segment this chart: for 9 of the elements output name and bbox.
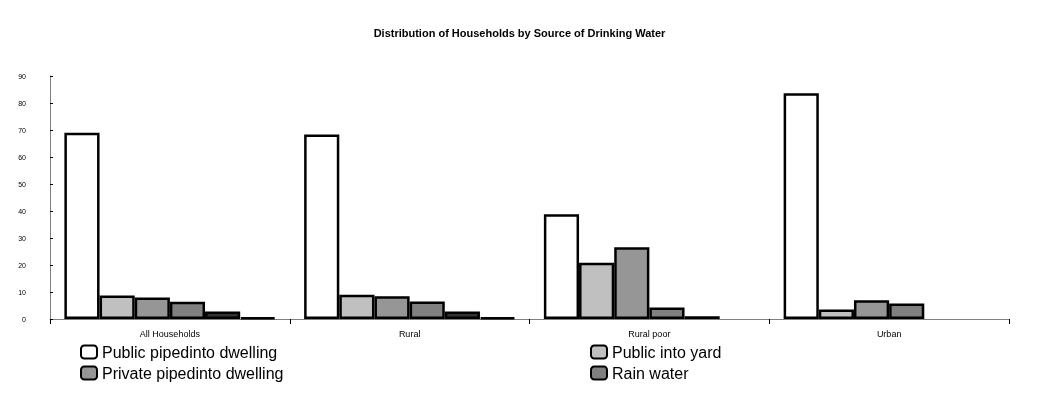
legend-label: Public into yard xyxy=(612,343,722,361)
x-tick-label: Urban xyxy=(876,328,902,339)
x-tick-label: Rural poor xyxy=(628,328,671,339)
legend-label: Private pipedinto dwelling xyxy=(102,364,284,382)
x-tick-label: All Households xyxy=(139,328,201,339)
x-tick-label: Rural xyxy=(398,328,421,339)
legend-label: Public pipedinto dwelling xyxy=(102,343,278,361)
legend-label: Rain water xyxy=(612,364,690,382)
chart-title: Distribution of Households by Source of Drinking Water xyxy=(373,26,667,39)
